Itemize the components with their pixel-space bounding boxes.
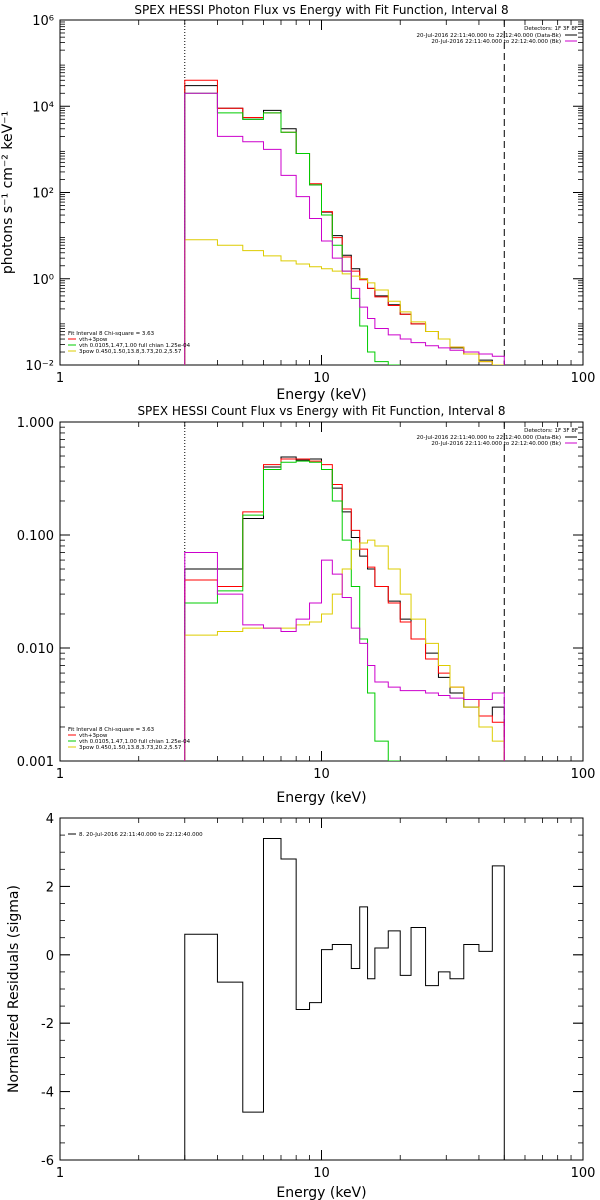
legend-left-entry: 8. 20-Jul-2016 22:11:40.000 to 22:12:40.… [79, 832, 203, 838]
legend-left-entry: vth 0.0105,1.47,1.00 full chian 1.25e-04 [79, 739, 191, 745]
series-line-bk [184, 92, 505, 365]
y-tick-label: 4 [46, 812, 54, 827]
chart-title: SPEX HESSI Photon Flux vs Energy with Fi… [134, 3, 508, 17]
detectors-label: Detectors: 1F 3F 8F [524, 428, 578, 434]
y-tick-label: 0.100 [17, 529, 54, 544]
y-tick-label: 0 [46, 949, 54, 964]
y-tick-label: 2 [46, 880, 54, 895]
series-line-bk [184, 552, 505, 761]
y-axis-label: Normalized Residuals (sigma) [6, 885, 22, 1093]
legend-left-entry: vth+3pow [79, 733, 108, 739]
legend-left-entry: 3pow 0.450,1.50,13.8,3.73,20.2,5.57 [79, 745, 182, 751]
x-tick-label: 1 [56, 371, 64, 386]
series-line-data-bk [184, 456, 505, 761]
legend-left-entry: Fit Interval 8 Chi-square = 3.63 [68, 727, 155, 733]
legend-left-entry: 3pow 0.450,1.50,13.8,3.73,20.2,5.57 [79, 349, 182, 355]
detectors-label: Detectors: 1F 3F 8F [524, 26, 578, 32]
y-tick-label: 1.000 [17, 416, 54, 431]
y-tick-label: 10² [32, 187, 54, 202]
y-tick-label: 0.010 [17, 642, 54, 657]
legend-left-entry: Fit Interval 8 Chi-square = 3.63 [68, 331, 155, 337]
legend-right-entry: 20-Jul-2016 22:11:40.000 to 22:12:40.000… [431, 39, 561, 45]
y-tick-label: 10⁶ [32, 14, 54, 29]
legend-right-entry: 20-Jul-2016 22:11:40.000 to 22:12:40.000… [431, 441, 561, 447]
series-line-vth [184, 92, 401, 365]
legend-right-entry: 20-Jul-2016 22:11:40.000 to 22:12:40.000… [417, 435, 562, 441]
x-tick-label: 100 [571, 371, 596, 386]
chart-title: SPEX HESSI Count Flux vs Energy with Fit… [137, 404, 505, 418]
y-tick-label: -6 [41, 1154, 54, 1169]
series-line-3pow [184, 539, 505, 761]
legend-right-entry: 20-Jul-2016 22:11:40.000 to 22:12:40.000… [417, 33, 562, 39]
photon-flux-panel: SPEX HESSI Photon Flux vs Energy with Fi… [0, 3, 595, 403]
x-tick-label: 100 [571, 767, 596, 782]
y-tick-label: 0.001 [17, 755, 54, 770]
x-tick-label: 10 [313, 371, 330, 386]
x-axis-label: Energy (keV) [276, 790, 366, 806]
x-tick-label: 1 [56, 1166, 64, 1181]
y-tick-label: -4 [41, 1086, 54, 1101]
x-axis-label: Energy (keV) [276, 387, 366, 403]
count-flux-panel: SPEX HESSI Count Flux vs Energy with Fit… [17, 404, 596, 806]
x-tick-label: 1 [56, 767, 64, 782]
y-tick-label: 10⁻² [25, 359, 54, 374]
series-line-vth [184, 460, 401, 761]
x-tick-label: 10 [313, 1166, 330, 1181]
series-line-vth-3pow [184, 458, 505, 761]
legend-left-entry: vth 0.0105,1.47,1.00 full chian 1.25e-04 [79, 343, 191, 349]
x-tick-label: 100 [571, 1166, 596, 1181]
x-axis-label: Energy (keV) [276, 1185, 366, 1200]
series-line-vth-3pow [184, 79, 505, 365]
residuals-panel: 1 10 100 -6 -4 -2 0 2 4 Energy (keV) Normalized Re… [6, 812, 595, 1200]
y-tick-label: 10⁴ [32, 100, 54, 115]
series-line-0 [184, 838, 505, 1160]
legend-left-entry: vth+3pow [79, 337, 108, 343]
y-tick-label: -2 [41, 1017, 54, 1032]
x-tick-label: 10 [313, 767, 330, 782]
series-line-3pow [184, 239, 505, 365]
y-tick-label: 10⁰ [32, 273, 54, 288]
y-axis-label: photons s⁻¹ cm⁻² keV⁻¹ [0, 111, 16, 274]
series-line-data-bk [184, 85, 505, 365]
